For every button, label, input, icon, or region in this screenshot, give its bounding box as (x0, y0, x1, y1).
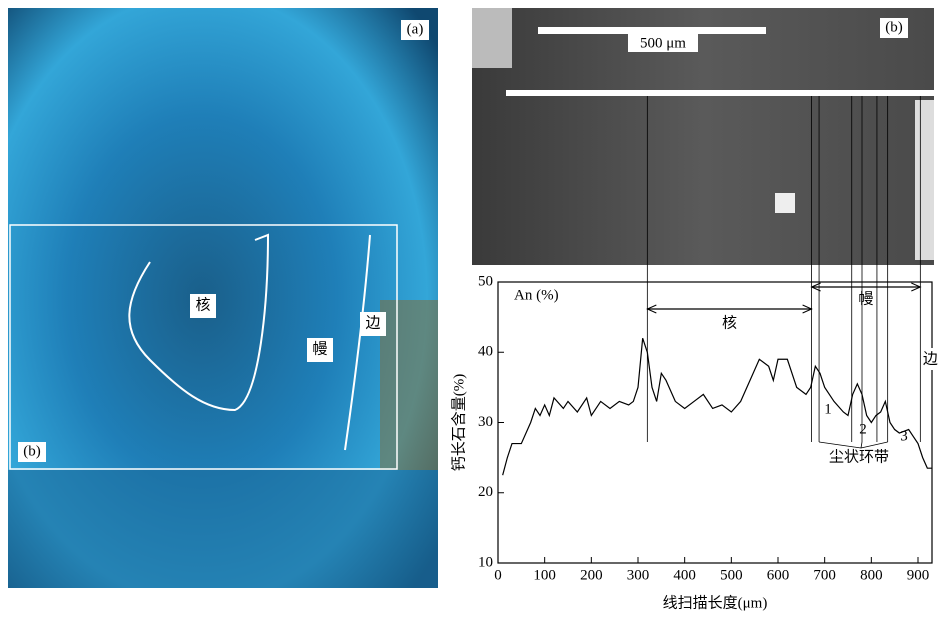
core-outline (128, 233, 270, 412)
band-leader (860, 441, 863, 449)
label-bg (190, 294, 216, 318)
core-arrow-head (802, 304, 813, 314)
x-tick-label: 900 (907, 567, 930, 583)
box-label: (b) (23, 443, 41, 459)
band-leader (860, 441, 888, 449)
label-bg (628, 34, 698, 52)
x-tick-label: 700 (813, 567, 836, 583)
band-number: 3 (900, 428, 908, 444)
inset-box (9, 224, 398, 470)
x-tick-label: 300 (627, 567, 650, 583)
micrograph-mineral (380, 300, 438, 470)
label-bg (18, 442, 46, 462)
mantle-arrow-head (911, 282, 922, 292)
band-number: 2 (859, 421, 867, 437)
panel-label: (a) (407, 21, 424, 37)
label-bg (401, 20, 429, 40)
scale-label: 500 μm (640, 35, 686, 51)
rim-label: 边 (365, 314, 380, 331)
y-tick-label: 30 (478, 414, 493, 430)
mantle-arrow-head (810, 282, 821, 292)
label-bg (307, 338, 333, 362)
y-tick-label: 40 (478, 344, 493, 360)
x-tick-label: 500 (720, 567, 743, 583)
core-label: 核 (722, 314, 737, 331)
core-arrow-head (646, 304, 657, 314)
x-tick-label: 0 (494, 567, 502, 583)
scale-bar (538, 27, 766, 34)
bse-grain (775, 193, 795, 213)
y-tick-label: 20 (478, 484, 493, 500)
mantle-label: 幔 (312, 340, 327, 357)
y-axis-label: 钙长石含量(%) (450, 374, 467, 472)
mantle-outline (344, 234, 371, 451)
y-tick-label: 50 (478, 273, 493, 289)
rim-label: 边 (923, 350, 938, 367)
x-tick-label: 600 (767, 567, 790, 583)
x-axis-label: 线扫描长度(μm) (663, 594, 768, 611)
core-label: 核 (195, 296, 210, 313)
data-line (502, 338, 932, 476)
label-bg (921, 348, 940, 370)
band-label: 尘状环带 (829, 448, 889, 465)
x-tick-label: 200 (580, 567, 603, 583)
bse-grain (915, 100, 934, 260)
mantle-label: 幔 (858, 290, 873, 307)
x-tick-label: 800 (860, 567, 883, 583)
series-label: An (%) (514, 287, 559, 303)
bse-image (472, 8, 934, 265)
x-tick-label: 400 (673, 567, 696, 583)
micrograph-shade (8, 470, 438, 588)
panel-label: (b) (885, 19, 903, 35)
y-tick-label: 10 (478, 554, 493, 570)
plot-frame (497, 281, 933, 564)
bse-grain (472, 8, 512, 68)
band-leader (819, 441, 862, 449)
x-tick-label: 100 (533, 567, 556, 583)
label-bg (360, 312, 386, 336)
label-bg (880, 18, 908, 38)
band-number: 1 (824, 401, 832, 417)
scan-line (506, 90, 934, 96)
